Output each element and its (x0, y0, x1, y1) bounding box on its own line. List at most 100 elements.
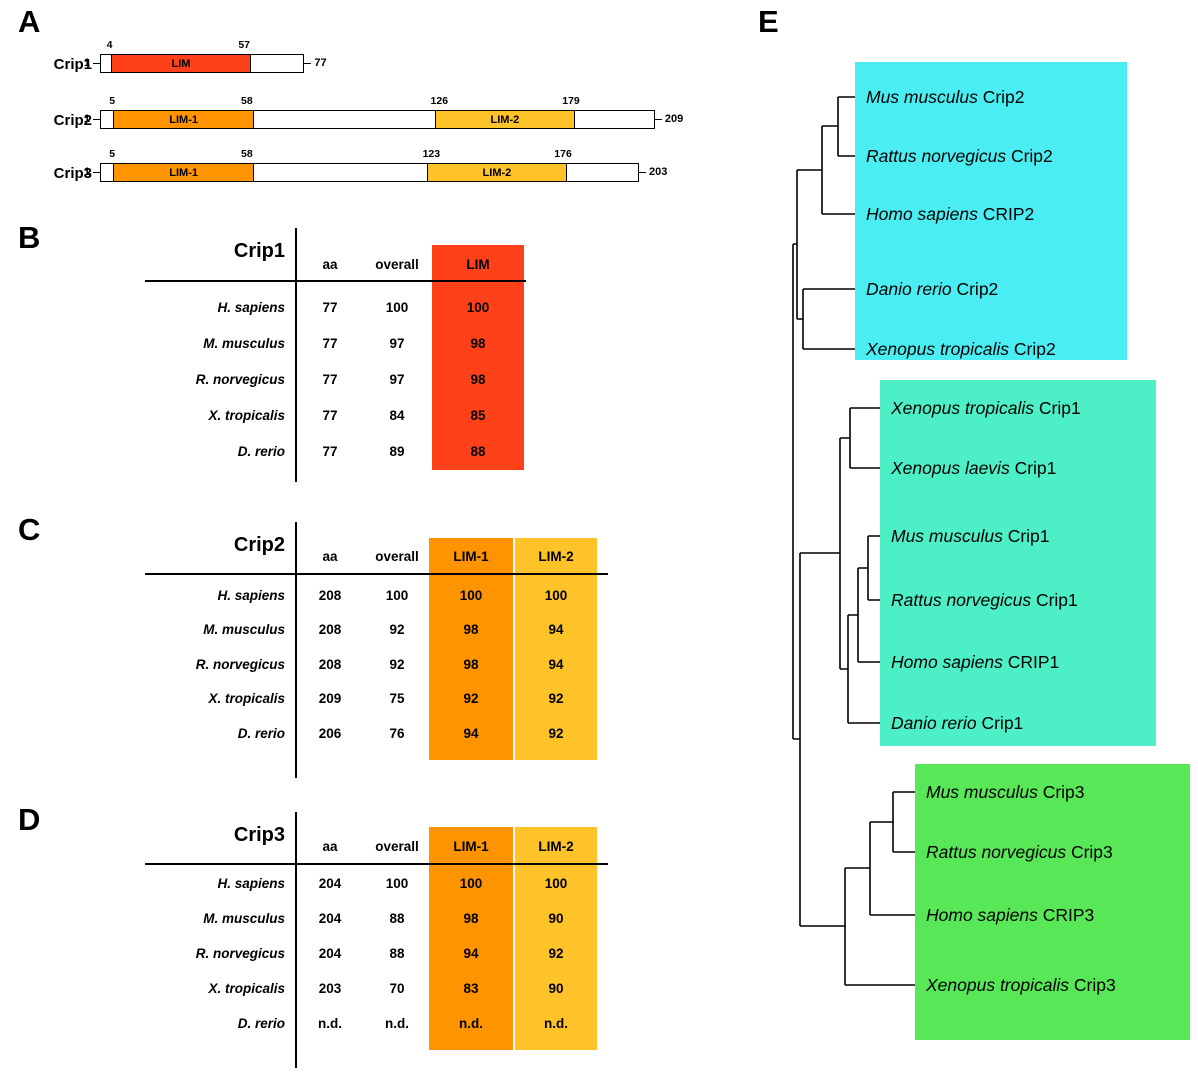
protein-name: Crip2 (53, 112, 92, 129)
table-title-crip1: Crip1 (233, 240, 285, 262)
cell-value: 94 (548, 622, 564, 637)
domain-end-number: 179 (562, 95, 580, 107)
protein-start-connector (93, 62, 100, 65)
taxon-species-name: Homo sapiens (891, 652, 1003, 672)
cell-value: 208 (318, 657, 342, 672)
domain-start-number: 123 (422, 148, 441, 160)
cell-value: 206 (318, 726, 342, 741)
taxon-species-name: Xenopus tropicalis (866, 339, 1009, 359)
taxon-gene-name: Crip3 (1069, 975, 1116, 995)
domain-lim-1: LIM-1 (113, 163, 254, 182)
tree-taxon-label: Xenopus laevis Crip1 (891, 457, 1056, 479)
cell-value: 97 (389, 336, 405, 351)
protein-end-connector (304, 62, 312, 65)
taxon-species-name: Rattus norvegicus (926, 842, 1067, 862)
taxon-species-name: Danio rerio (866, 279, 952, 299)
taxon-gene-name: Crip2 (1009, 339, 1056, 359)
column-header-lim: LIM (466, 257, 490, 272)
cell-value: 77 (322, 372, 338, 387)
cell-value: 98 (470, 372, 486, 387)
taxon-gene-name: Crip2 (951, 279, 999, 299)
cell-value: 88 (389, 911, 405, 926)
protein-start-number: 1 (83, 57, 90, 69)
taxon-species-name: Mus musculus (926, 782, 1038, 802)
domain-start-number: 126 (430, 95, 449, 107)
cell-value: 100 (544, 876, 568, 891)
taxon-gene-name: CRIP2 (977, 204, 1035, 224)
protein-start-connector (93, 171, 100, 174)
domain-end-number: 58 (240, 148, 253, 160)
row-species-label: D. rerio (237, 726, 285, 741)
cell-value: 75 (389, 691, 405, 706)
taxon-species-name: Rattus norvegicus (891, 590, 1032, 610)
cell-value: 94 (463, 946, 479, 961)
domain-start-number: 4 (106, 39, 113, 51)
row-species-label: M. musculus (203, 911, 285, 926)
tree-taxon-label: Mus musculus Crip1 (891, 525, 1050, 547)
cell-value: 90 (548, 911, 564, 926)
row-species-label: D. rerio (237, 1016, 285, 1031)
clade-box-crip1 (880, 380, 1156, 746)
tree-taxon-label: Xenopus tropicalis Crip2 (866, 338, 1056, 360)
taxon-gene-name: Crip2 (1006, 146, 1053, 166)
domain-lim-2: LIM-2 (434, 110, 576, 129)
protein-name: Crip1 (53, 56, 92, 73)
cell-value: 76 (389, 726, 405, 741)
column-header-aa: aa (322, 549, 338, 564)
taxon-gene-name: Crip1 (1034, 398, 1081, 418)
tree-taxon-label: Xenopus tropicalis Crip1 (891, 397, 1081, 419)
taxon-species-name: Xenopus laevis (891, 458, 1010, 478)
cell-value: 98 (470, 336, 486, 351)
taxon-gene-name: Crip1 (1002, 526, 1050, 546)
column-header-overall: overall (375, 839, 419, 854)
column-header-lim-1: LIM-1 (453, 549, 489, 564)
cell-value: n.d. (318, 1016, 342, 1031)
tree-taxon-label: Homo sapiens CRIP2 (866, 203, 1034, 225)
row-species-label: R. norvegicus (195, 946, 285, 961)
domain-start-number: 5 (109, 95, 116, 107)
panel-label-e: E (758, 4, 780, 39)
cell-value: 100 (385, 300, 409, 315)
table-title-crip2: Crip2 (233, 534, 285, 556)
cell-value: 98 (463, 911, 479, 926)
tree-taxon-label: Rattus norvegicus Crip1 (891, 589, 1078, 611)
domain-end-number: 57 (238, 39, 251, 51)
cell-value: 85 (470, 408, 486, 423)
cell-value: 100 (385, 876, 409, 891)
protein-name: Crip3 (53, 165, 92, 182)
cell-value: 98 (463, 657, 479, 672)
cell-value: 77 (322, 444, 338, 459)
cell-value: 77 (322, 408, 338, 423)
taxon-gene-name: Crip1 (1031, 590, 1078, 610)
table-divider-horizontal (145, 573, 608, 575)
cell-value: n.d. (459, 1016, 483, 1031)
protein-start-number: 1 (83, 113, 90, 125)
protein-end-number: 203 (648, 166, 668, 178)
cell-value: 90 (548, 981, 564, 996)
cell-value: 77 (322, 300, 338, 315)
row-species-label: D. rerio (237, 444, 285, 459)
highlight-column-lim-1 (429, 538, 513, 760)
row-species-label: M. musculus (203, 622, 285, 637)
table-divider-vertical (295, 228, 297, 482)
cell-value: 77 (322, 336, 338, 351)
row-species-label: R. norvegicus (195, 657, 285, 672)
cell-value: 94 (463, 726, 479, 741)
cell-value: 70 (389, 981, 405, 996)
tree-taxon-label: Rattus norvegicus Crip3 (926, 841, 1113, 863)
cell-value: 88 (389, 946, 405, 961)
cell-value: 94 (548, 657, 564, 672)
highlight-column-lim-2 (515, 538, 597, 760)
cell-value: 97 (389, 372, 405, 387)
column-header-overall: overall (375, 257, 419, 272)
cell-value: 92 (389, 657, 405, 672)
clade-box-crip3 (915, 764, 1190, 1040)
cell-value: 100 (459, 876, 483, 891)
cell-value: 208 (318, 588, 342, 603)
cell-value: n.d. (544, 1016, 568, 1031)
taxon-species-name: Xenopus tropicalis (891, 398, 1034, 418)
cell-value: 100 (459, 588, 483, 603)
column-header-lim-2: LIM-2 (538, 549, 574, 564)
tree-taxon-label: Danio rerio Crip1 (891, 712, 1023, 734)
